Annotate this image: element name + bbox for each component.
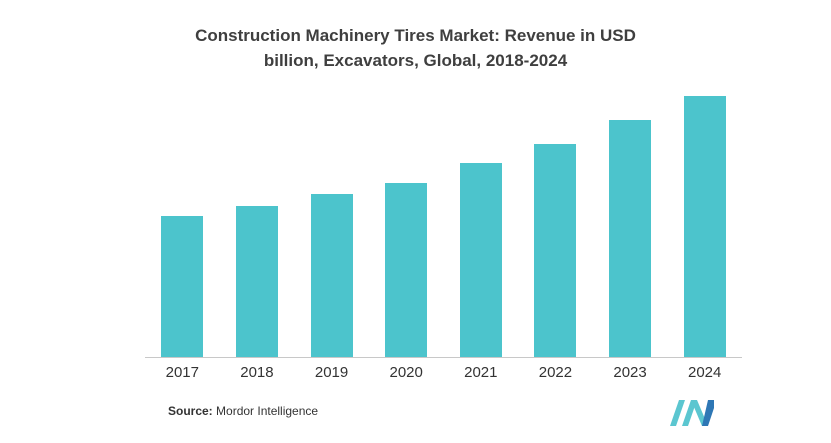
- bar-2022: [534, 144, 577, 357]
- bar-2017: [161, 216, 204, 357]
- source-text: Mordor Intelligence: [212, 404, 319, 418]
- source-label: Source:: [168, 404, 213, 418]
- x-tick-label-2021: 2021: [464, 364, 498, 381]
- chart-title: Construction Machinery Tires Market: Rev…: [195, 26, 636, 70]
- bar-2020: [385, 183, 428, 357]
- x-tick-label-2024: 2024: [688, 364, 722, 381]
- bar-column-2023: [609, 120, 652, 357]
- bar-column-2024: [683, 96, 726, 357]
- mordor-intelligence-logo-icon: [670, 400, 714, 426]
- bar-column-2022: [534, 144, 577, 357]
- bar-column-2019: [310, 194, 353, 357]
- x-tick-label-2023: 2023: [613, 364, 647, 381]
- bar-column-2018: [235, 206, 278, 357]
- bar-2023: [609, 120, 652, 357]
- x-tick-label-2017: 2017: [165, 364, 199, 381]
- bar-2018: [235, 206, 278, 357]
- bar-2019: [310, 194, 353, 357]
- x-tick-label-2020: 2020: [389, 364, 423, 381]
- bar-column-2017: [161, 216, 204, 357]
- x-tick-label-2019: 2019: [314, 364, 349, 381]
- bar-2024: [683, 96, 726, 357]
- bar-column-2020: [385, 183, 428, 357]
- bar-2021: [459, 163, 502, 357]
- bar-column-2021: [459, 163, 502, 357]
- source-attribution: Source: Mordor Intelligence: [168, 404, 318, 418]
- x-tick-label-2022: 2022: [538, 364, 573, 381]
- bar-plot-area: [145, 80, 742, 358]
- x-axis-labels: 2017 2018 2019 2020 2021 2022 2023 2024: [145, 364, 742, 381]
- x-tick-label-2018: 2018: [240, 364, 274, 381]
